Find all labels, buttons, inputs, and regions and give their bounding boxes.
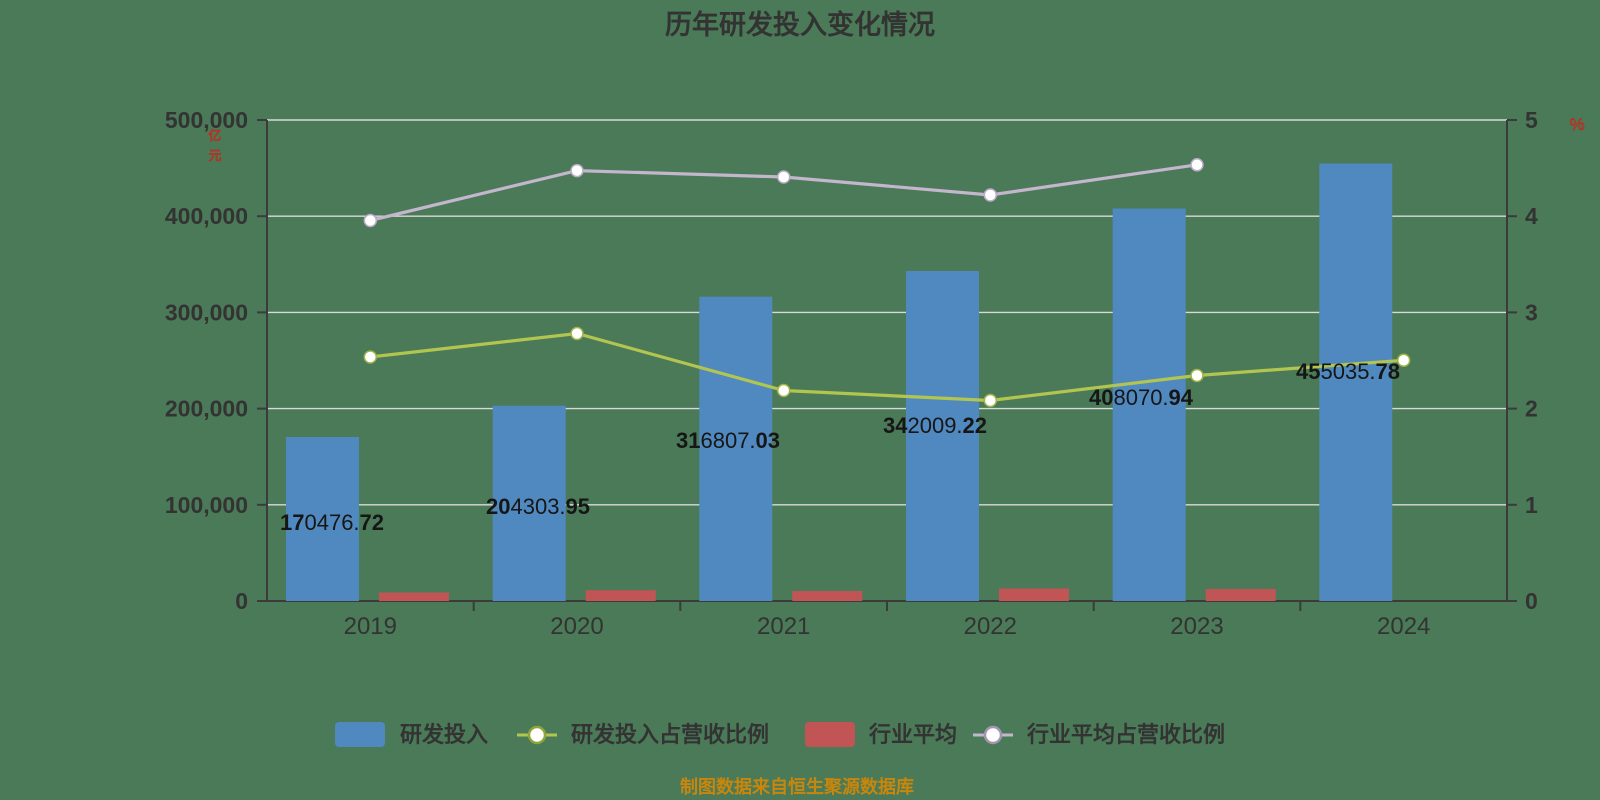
svg-text:1: 1 bbox=[1525, 492, 1538, 518]
svg-text:行业平均占营收比例: 行业平均占营收比例 bbox=[1026, 722, 1225, 747]
svg-text:2023: 2023 bbox=[1170, 613, 1223, 640]
svg-text:2020: 2020 bbox=[550, 613, 603, 640]
svg-text:2019: 2019 bbox=[344, 613, 397, 640]
svg-text:2021: 2021 bbox=[757, 613, 810, 640]
svg-text:170476.72: 170476.72 bbox=[280, 510, 384, 535]
svg-text:300,000: 300,000 bbox=[165, 299, 248, 325]
svg-text:408070.94: 408070.94 bbox=[1089, 385, 1194, 410]
svg-text:研发投入占营收比例: 研发投入占营收比例 bbox=[571, 722, 769, 747]
svg-text:2022: 2022 bbox=[964, 613, 1017, 640]
svg-text:2: 2 bbox=[1525, 396, 1538, 422]
svg-text:316807.03: 316807.03 bbox=[676, 428, 780, 453]
svg-text:2024: 2024 bbox=[1377, 613, 1430, 640]
svg-text:455035.78: 455035.78 bbox=[1296, 359, 1400, 384]
svg-text:200,000: 200,000 bbox=[165, 396, 248, 422]
svg-text:行业平均: 行业平均 bbox=[868, 722, 957, 747]
svg-text:%: % bbox=[1569, 115, 1584, 134]
svg-text:100,000: 100,000 bbox=[165, 492, 248, 518]
svg-text:元: 元 bbox=[208, 148, 221, 163]
svg-text:400,000: 400,000 bbox=[165, 203, 248, 229]
svg-text:研发投入: 研发投入 bbox=[400, 722, 488, 747]
svg-text:亿: 亿 bbox=[208, 128, 221, 143]
svg-text:0: 0 bbox=[1525, 588, 1538, 614]
svg-text:0: 0 bbox=[235, 588, 248, 614]
svg-text:制图数据来自恒生聚源数据库: 制图数据来自恒生聚源数据库 bbox=[680, 776, 914, 797]
svg-text:500,000: 500,000 bbox=[165, 107, 248, 133]
svg-text:3: 3 bbox=[1525, 299, 1538, 325]
svg-text:4: 4 bbox=[1525, 203, 1538, 229]
svg-text:342009.22: 342009.22 bbox=[883, 413, 987, 438]
svg-text:历年研发投入变化情况: 历年研发投入变化情况 bbox=[665, 9, 935, 40]
svg-text:5: 5 bbox=[1525, 107, 1538, 133]
svg-text:204303.95: 204303.95 bbox=[486, 494, 590, 519]
